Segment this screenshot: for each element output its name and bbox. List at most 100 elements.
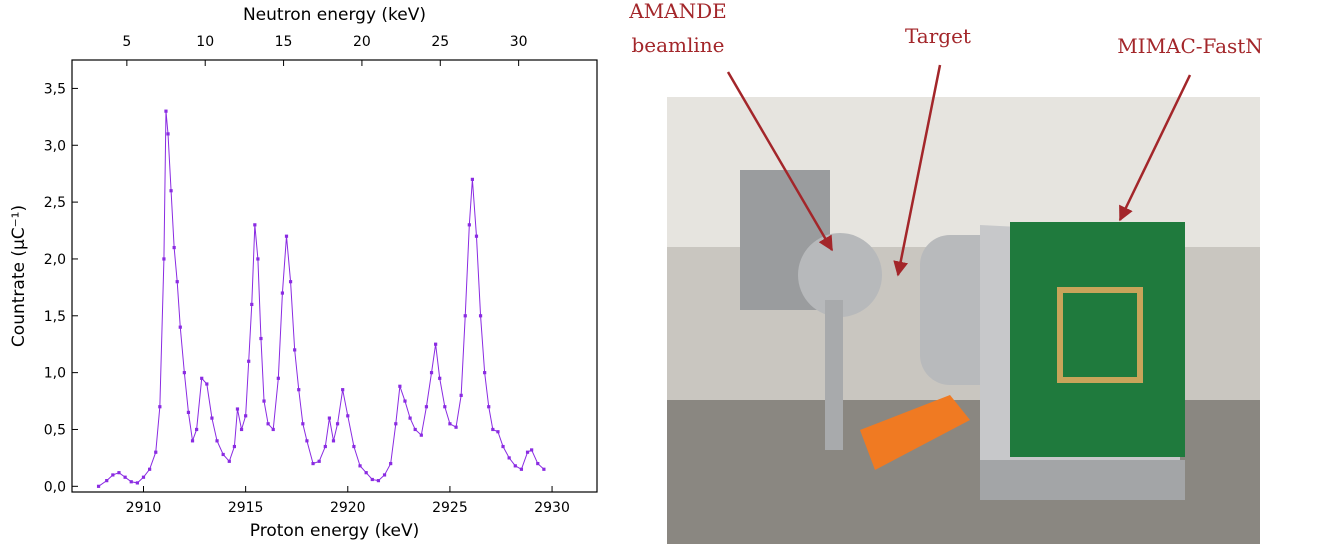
- data-point: [394, 422, 398, 426]
- data-point: [478, 314, 483, 318]
- data-point: [227, 459, 231, 463]
- data-point: [463, 314, 467, 318]
- photo-panel: AMANDE beamline Target MIMAC-FastN: [628, 0, 1263, 544]
- data-point: [210, 416, 214, 420]
- x2-tick-label: 20: [353, 34, 371, 50]
- data-point: [182, 371, 186, 375]
- data-point: [123, 475, 127, 479]
- data-point: [169, 189, 173, 193]
- y-axis-title: Countrate (µC⁻¹): [9, 205, 29, 347]
- data-point: [364, 471, 368, 475]
- data-point: [513, 464, 517, 468]
- data-point: [434, 342, 438, 346]
- data-point: [419, 433, 423, 437]
- x-tick-label: 2930: [534, 500, 570, 516]
- data-point: [135, 481, 139, 485]
- data-point: [190, 439, 195, 443]
- x2-tick-label: 30: [510, 34, 528, 50]
- data-point: [403, 399, 407, 403]
- data-point: [186, 410, 191, 415]
- data-point: [200, 376, 204, 380]
- x2-tick-label: 10: [196, 34, 214, 50]
- data-point: [335, 422, 340, 426]
- x2-axis-title: Neutron energy (keV): [243, 5, 426, 25]
- data-point: [293, 348, 297, 352]
- data-point: [164, 109, 168, 113]
- y-tick-label: 3,5: [44, 81, 66, 97]
- plot-frame: [71, 59, 598, 493]
- data-point: [327, 416, 331, 420]
- data-point: [247, 359, 251, 363]
- data-point: [507, 456, 511, 460]
- data-point: [271, 427, 275, 432]
- data-point: [331, 439, 336, 443]
- data-point: [262, 399, 266, 403]
- y-tick-label: 1,0: [44, 366, 66, 382]
- data-point: [284, 234, 289, 238]
- x2-tick-label: 5: [122, 34, 131, 50]
- data-point: [166, 132, 170, 136]
- data-point: [162, 257, 166, 261]
- data-point: [250, 302, 254, 307]
- data-point: [346, 414, 350, 418]
- annotation: beamline: [631, 33, 724, 57]
- data-point: [205, 382, 209, 386]
- data-point: [536, 461, 540, 466]
- x-tick-label: 2915: [228, 500, 264, 516]
- data-point: [235, 407, 240, 411]
- data-point: [259, 336, 263, 341]
- data-point: [519, 467, 524, 471]
- data-point: [215, 439, 219, 443]
- data-point: [491, 427, 495, 432]
- x-axis-title: Proton energy (keV): [250, 521, 419, 541]
- data-point: [323, 444, 327, 449]
- data-point: [172, 245, 176, 250]
- x2-tick-label: 15: [275, 34, 293, 50]
- data-point: [470, 177, 474, 181]
- data-point: [317, 459, 321, 463]
- y-tick-label: 2,5: [44, 195, 66, 211]
- data-point: [148, 467, 152, 471]
- y-tick-label: 2,0: [44, 252, 66, 268]
- data-point: [154, 450, 158, 454]
- y-tick-label: 3,0: [44, 138, 66, 154]
- data-point: [443, 405, 447, 409]
- data-line: [98, 111, 545, 487]
- x-tick-label: 2910: [126, 500, 162, 516]
- data-point: [496, 430, 500, 434]
- data-point: [253, 223, 257, 227]
- data-point: [105, 479, 109, 483]
- chart: 0,0 0,5 1,0 1,5 2,0 2,5 3,0 3,5 2910 2915 2920 2925…: [9, 5, 598, 541]
- data-point: [408, 416, 412, 420]
- data-point: [129, 480, 133, 484]
- data-point: [467, 223, 471, 227]
- annotation: Target: [905, 24, 971, 48]
- data-point: [424, 405, 429, 409]
- data-point: [413, 427, 417, 432]
- data-point: [117, 471, 121, 475]
- data-point: [525, 450, 530, 454]
- data-point: [297, 388, 301, 392]
- data-point: [370, 477, 374, 482]
- data-point: [454, 425, 458, 429]
- data-point: [195, 427, 199, 432]
- data-point: [178, 325, 182, 329]
- data-point: [232, 444, 237, 449]
- data-point: [288, 280, 293, 284]
- data-point: [280, 291, 285, 295]
- data-point: [301, 422, 305, 426]
- data-point: [141, 475, 146, 479]
- data-point: [96, 484, 101, 488]
- data-point: [111, 473, 115, 477]
- y-tick-label: 0,0: [44, 479, 66, 495]
- annotation: MIMAC-FastN: [1117, 34, 1263, 58]
- data-point: [398, 384, 402, 388]
- annotation: AMANDE: [628, 0, 727, 23]
- data-point: [221, 452, 225, 457]
- data-point: [501, 444, 505, 449]
- arrow: [726, 71, 834, 252]
- arrow: [893, 64, 942, 277]
- data-point: [474, 234, 479, 238]
- data-point: [175, 280, 179, 284]
